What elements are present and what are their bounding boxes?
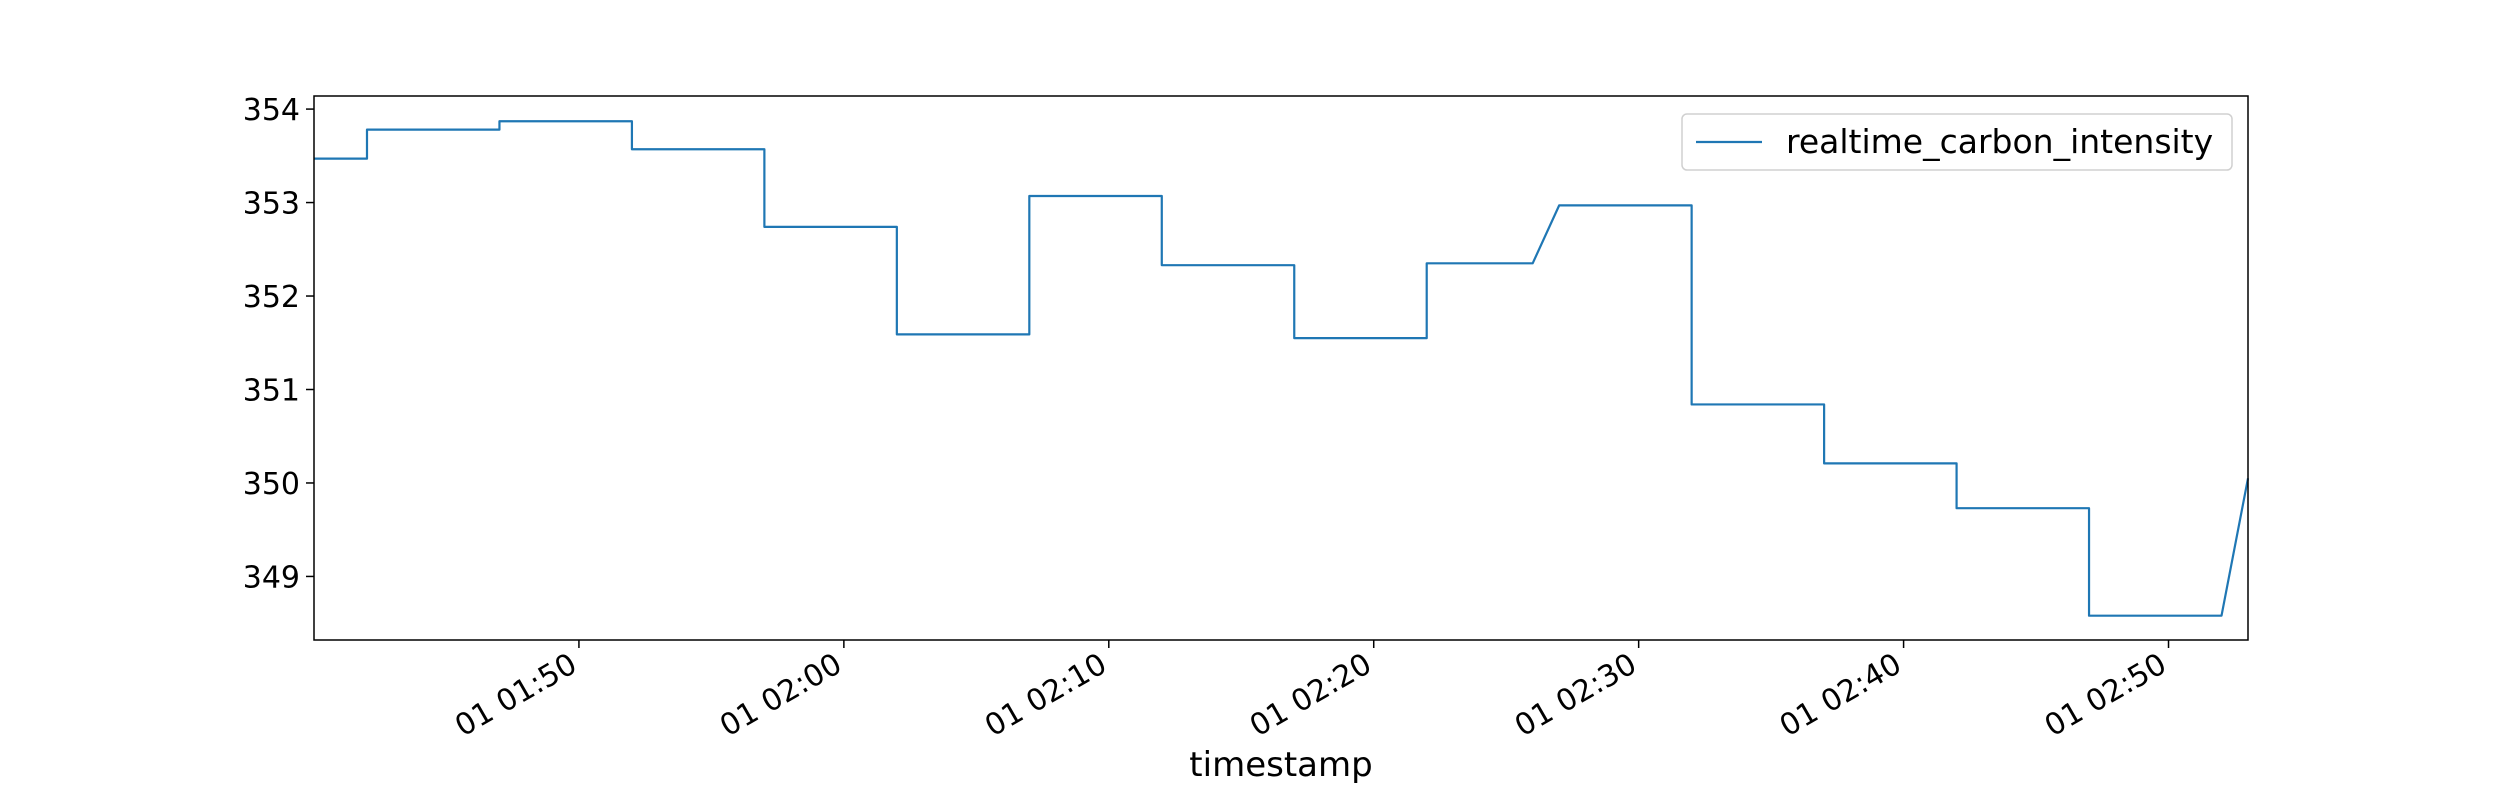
x-tick-label: 01 01:50 — [449, 647, 583, 744]
x-axis-label: timestamp — [1189, 745, 1372, 785]
x-tick-label: 01 02:50 — [2039, 647, 2173, 744]
x-tick-label: 01 02:10 — [979, 647, 1113, 744]
x-tick-label: 01 02:40 — [1774, 647, 1908, 744]
plot-frame — [313, 95, 2249, 641]
x-tick-label: 01 02:00 — [714, 647, 848, 744]
y-tick-label: 352 — [243, 280, 300, 315]
y-tick-label: 350 — [243, 467, 300, 502]
y-tick-label: 351 — [243, 373, 300, 408]
y-tick-label: 349 — [243, 560, 300, 595]
y-tick-label: 353 — [243, 187, 300, 222]
legend-box — [1681, 113, 2233, 171]
x-tick-label: 01 02:20 — [1244, 647, 1378, 744]
legend-label: realtime_carbon_intensity — [1786, 122, 2213, 161]
y-tick-label: 354 — [243, 93, 300, 128]
data-line — [314, 120, 2250, 617]
x-tick-label: 01 02:30 — [1509, 647, 1643, 744]
